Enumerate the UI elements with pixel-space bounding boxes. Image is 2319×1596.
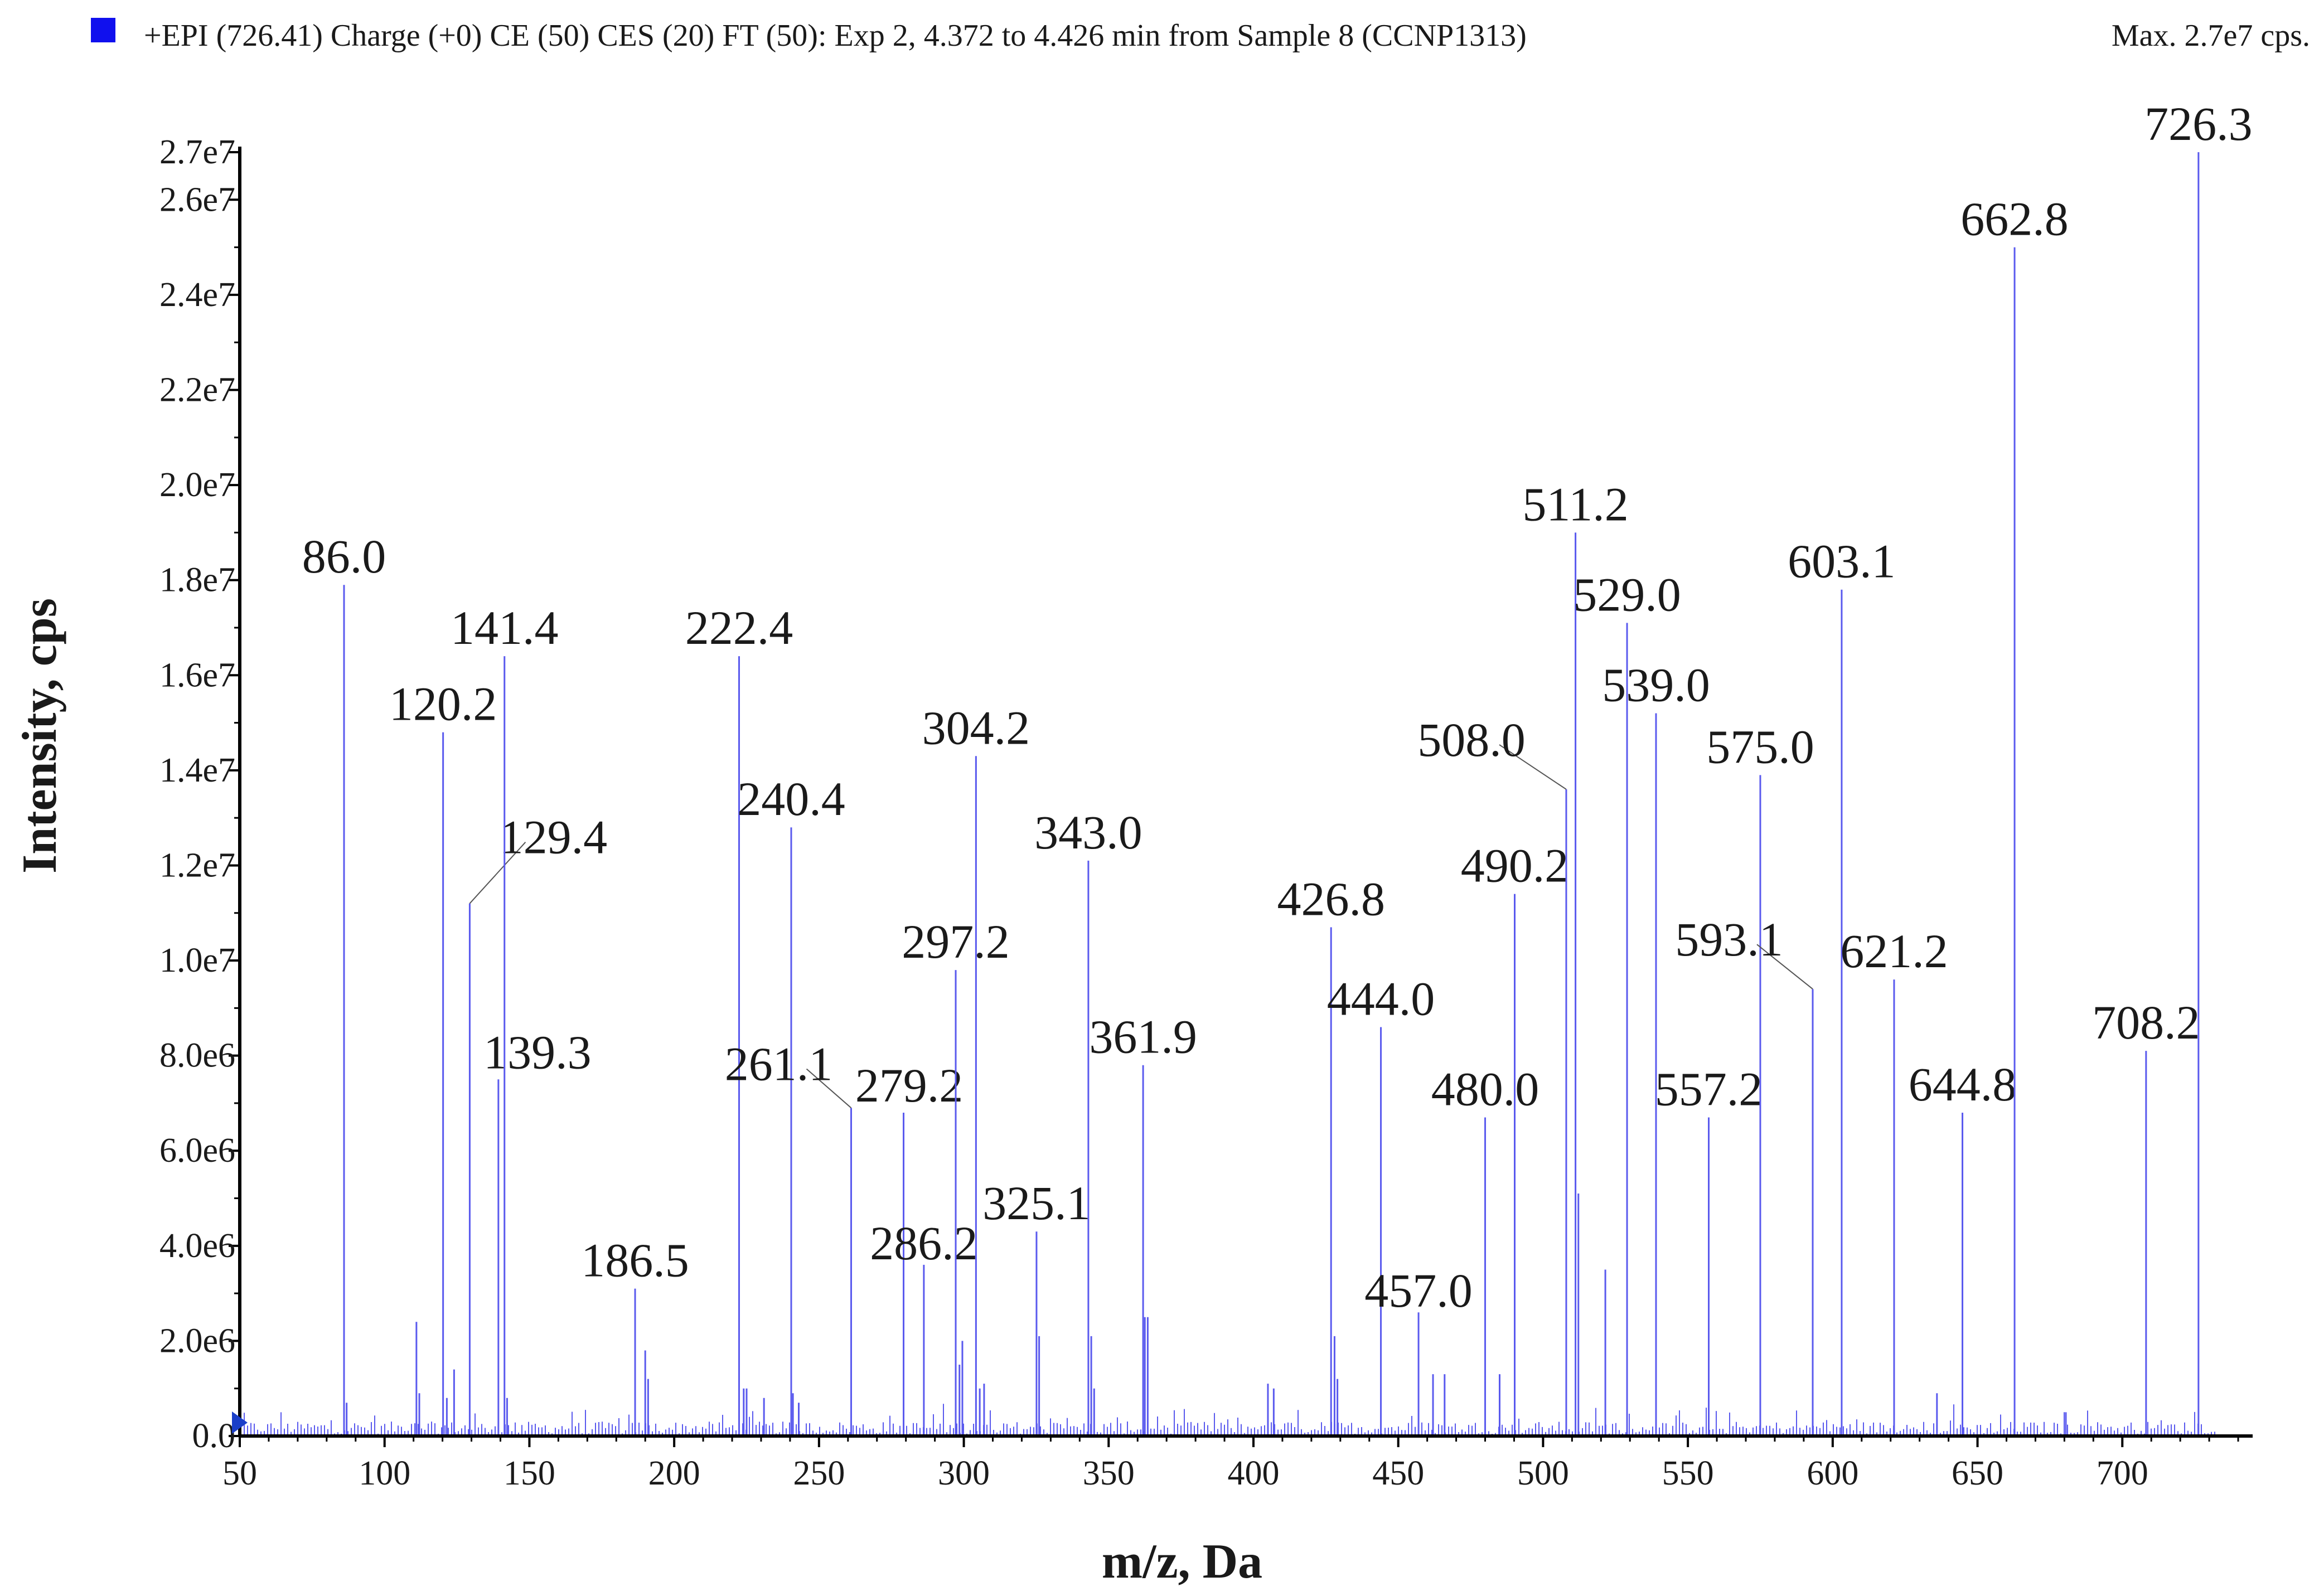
precursor-marker-icon [232,1411,248,1434]
peak-label: 480.0 [1431,1063,1539,1116]
peak-label: 361.9 [1089,1010,1197,1064]
x-tick-label: 450 [1372,1454,1424,1492]
peak-label: 325.1 [982,1176,1091,1230]
peak-leader-line [806,1068,852,1109]
peak-label: 186.5 [581,1234,689,1287]
x-tick-label: 350 [1083,1454,1135,1492]
y-tick-label: 0.0 [192,1417,236,1455]
y-tick-label: 1.2e7 [159,846,235,884]
max-intensity-label: Max. 2.7e7 cps. [2112,18,2310,53]
peak-label: 508.0 [1417,713,1526,767]
peak-label: 222.4 [685,601,793,654]
x-tick-label: 400 [1227,1454,1279,1492]
peak-label: 426.8 [1277,872,1385,925]
x-axis-title: m/z, Da [1102,1535,1262,1589]
peak-label: 86.0 [302,530,386,583]
peak-label: 139.3 [483,1025,592,1079]
peak-leader-line [1499,744,1567,790]
x-tick-label: 600 [1807,1454,1858,1492]
minor-peaks [346,1193,2067,1436]
peak-label: 662.8 [1960,192,2069,246]
peak-label: 529.0 [1573,567,1681,621]
peak-label: 708.2 [2092,996,2200,1049]
y-tick-label: 6.0e6 [159,1132,235,1170]
x-tick-label: 250 [793,1454,845,1492]
peak-leader-line [1756,944,1813,989]
x-tick-label: 150 [504,1454,555,1492]
peak-label: 726.3 [2144,97,2253,151]
x-tick-label: 550 [1662,1454,1714,1492]
peak-label: 511.2 [1522,477,1628,531]
peak-label: 304.2 [922,701,1030,754]
peak-label: 297.2 [902,915,1010,968]
y-tick-label: 4.0e6 [159,1227,235,1265]
y-tick-label: 1.4e7 [159,751,235,789]
x-tick-label: 50 [222,1454,257,1492]
x-tick-label: 100 [359,1454,410,1492]
peak-leader-line [469,842,526,904]
x-tick-label: 300 [938,1454,990,1492]
peak-label: 261.1 [725,1037,833,1090]
peak-label: 120.2 [389,677,497,731]
peak-label: 603.1 [1788,535,1896,588]
peak-label: 129.4 [500,811,608,864]
peak-label: 621.2 [1840,924,1948,978]
peak-label: 575.0 [1706,720,1814,773]
x-tick-label: 700 [2097,1454,2148,1492]
peak-label: 279.2 [855,1059,964,1112]
y-tick-label: 1.8e7 [159,561,235,599]
peak-label: 557.2 [1655,1063,1763,1116]
y-axis-title: Intensity, cps [13,598,67,874]
peak-label: 539.0 [1602,658,1710,711]
x-tick-label: 650 [1952,1454,2003,1492]
x-tick-label: 500 [1517,1454,1569,1492]
trace-label: +EPI (726.41) Charge (+0) CE (50) CES (2… [144,18,1527,53]
peak-label: 457.0 [1364,1264,1473,1317]
peak-label: 644.8 [1909,1057,2017,1111]
y-tick-label: 2.2e7 [159,371,235,409]
y-tick-label: 2.7e7 [159,133,235,171]
axes: 50 100 150 200 250 300 350 400 450 500 550 600 650 70… [159,133,2253,1492]
baseline-noise [240,1404,2215,1436]
labeled-peaks: 86.0 120.2 129.4 139.3 141.4 186.5 222.4 240.4 2… [302,97,2253,1436]
legend-swatch [91,18,115,42]
peak-label: 141.4 [451,601,559,654]
peak-label: 240.4 [737,772,845,826]
y-tick-label: 2.0e7 [159,466,235,504]
y-tick-label: 2.4e7 [159,276,235,314]
peak-label: 343.0 [1034,806,1142,859]
noise-path [240,1404,2215,1436]
y-tick-label: 1.0e7 [159,942,235,979]
y-tick-label: 2.0e6 [159,1322,235,1360]
peak-label: 490.2 [1461,839,1569,892]
y-tick-label: 1.6e7 [159,656,235,694]
peak-label: 593.1 [1675,913,1783,966]
y-tick-label: 8.0e6 [159,1037,235,1075]
x-tick-label: 200 [648,1454,700,1492]
peak-label: 286.2 [870,1216,978,1270]
peak-label: 444.0 [1327,972,1435,1025]
y-tick-label: 2.6e7 [159,181,235,219]
chart-header: +EPI (726.41) Charge (+0) CE (50) CES (2… [91,18,2310,53]
